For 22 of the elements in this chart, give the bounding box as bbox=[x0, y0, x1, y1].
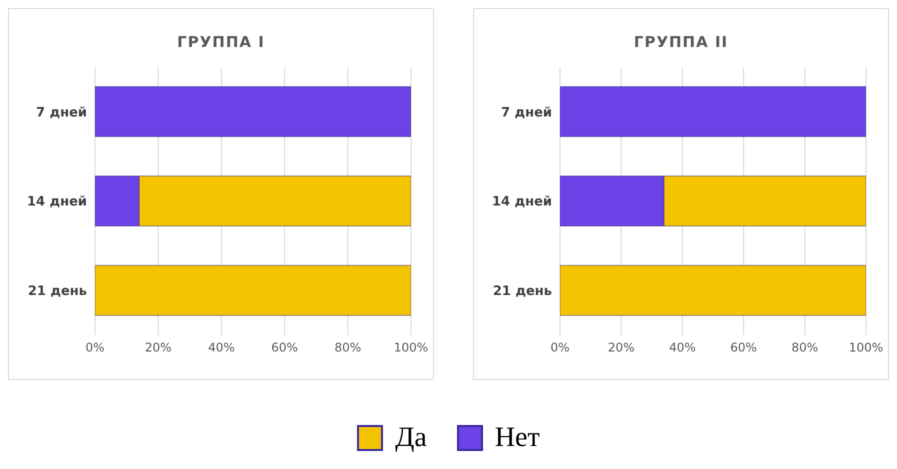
chart-title: ГРУППА I bbox=[176, 33, 266, 51]
x-tick-label: 0% bbox=[550, 340, 570, 355]
legend-label: Нет bbox=[494, 422, 540, 454]
y-tick-label: 21 день bbox=[492, 284, 552, 299]
y-tick-label: 14 дней bbox=[492, 194, 552, 210]
x-tick-label: 100% bbox=[848, 340, 884, 355]
x-tick-label: 0% bbox=[85, 340, 105, 355]
y-tick-label: 7 дней bbox=[36, 105, 87, 120]
x-tick-label: 20% bbox=[608, 340, 635, 355]
legend-label: Да bbox=[395, 422, 427, 454]
x-tick-label: 80% bbox=[791, 340, 818, 355]
x-tick-label: 80% bbox=[334, 340, 362, 355]
y-tick-label: 14 дней bbox=[26, 194, 87, 210]
x-tick-label: 60% bbox=[271, 340, 298, 355]
x-tick-label: 20% bbox=[144, 340, 172, 355]
x-tick-label: 40% bbox=[208, 340, 235, 355]
y-tick-label: 21 день bbox=[28, 284, 87, 299]
x-tick-label: 60% bbox=[730, 340, 757, 355]
x-tick-label: 40% bbox=[669, 340, 696, 355]
y-tick-label: 7 дней bbox=[501, 105, 552, 120]
chart-title: ГРУППА II bbox=[632, 33, 730, 51]
x-tick-label: 100% bbox=[394, 340, 428, 355]
